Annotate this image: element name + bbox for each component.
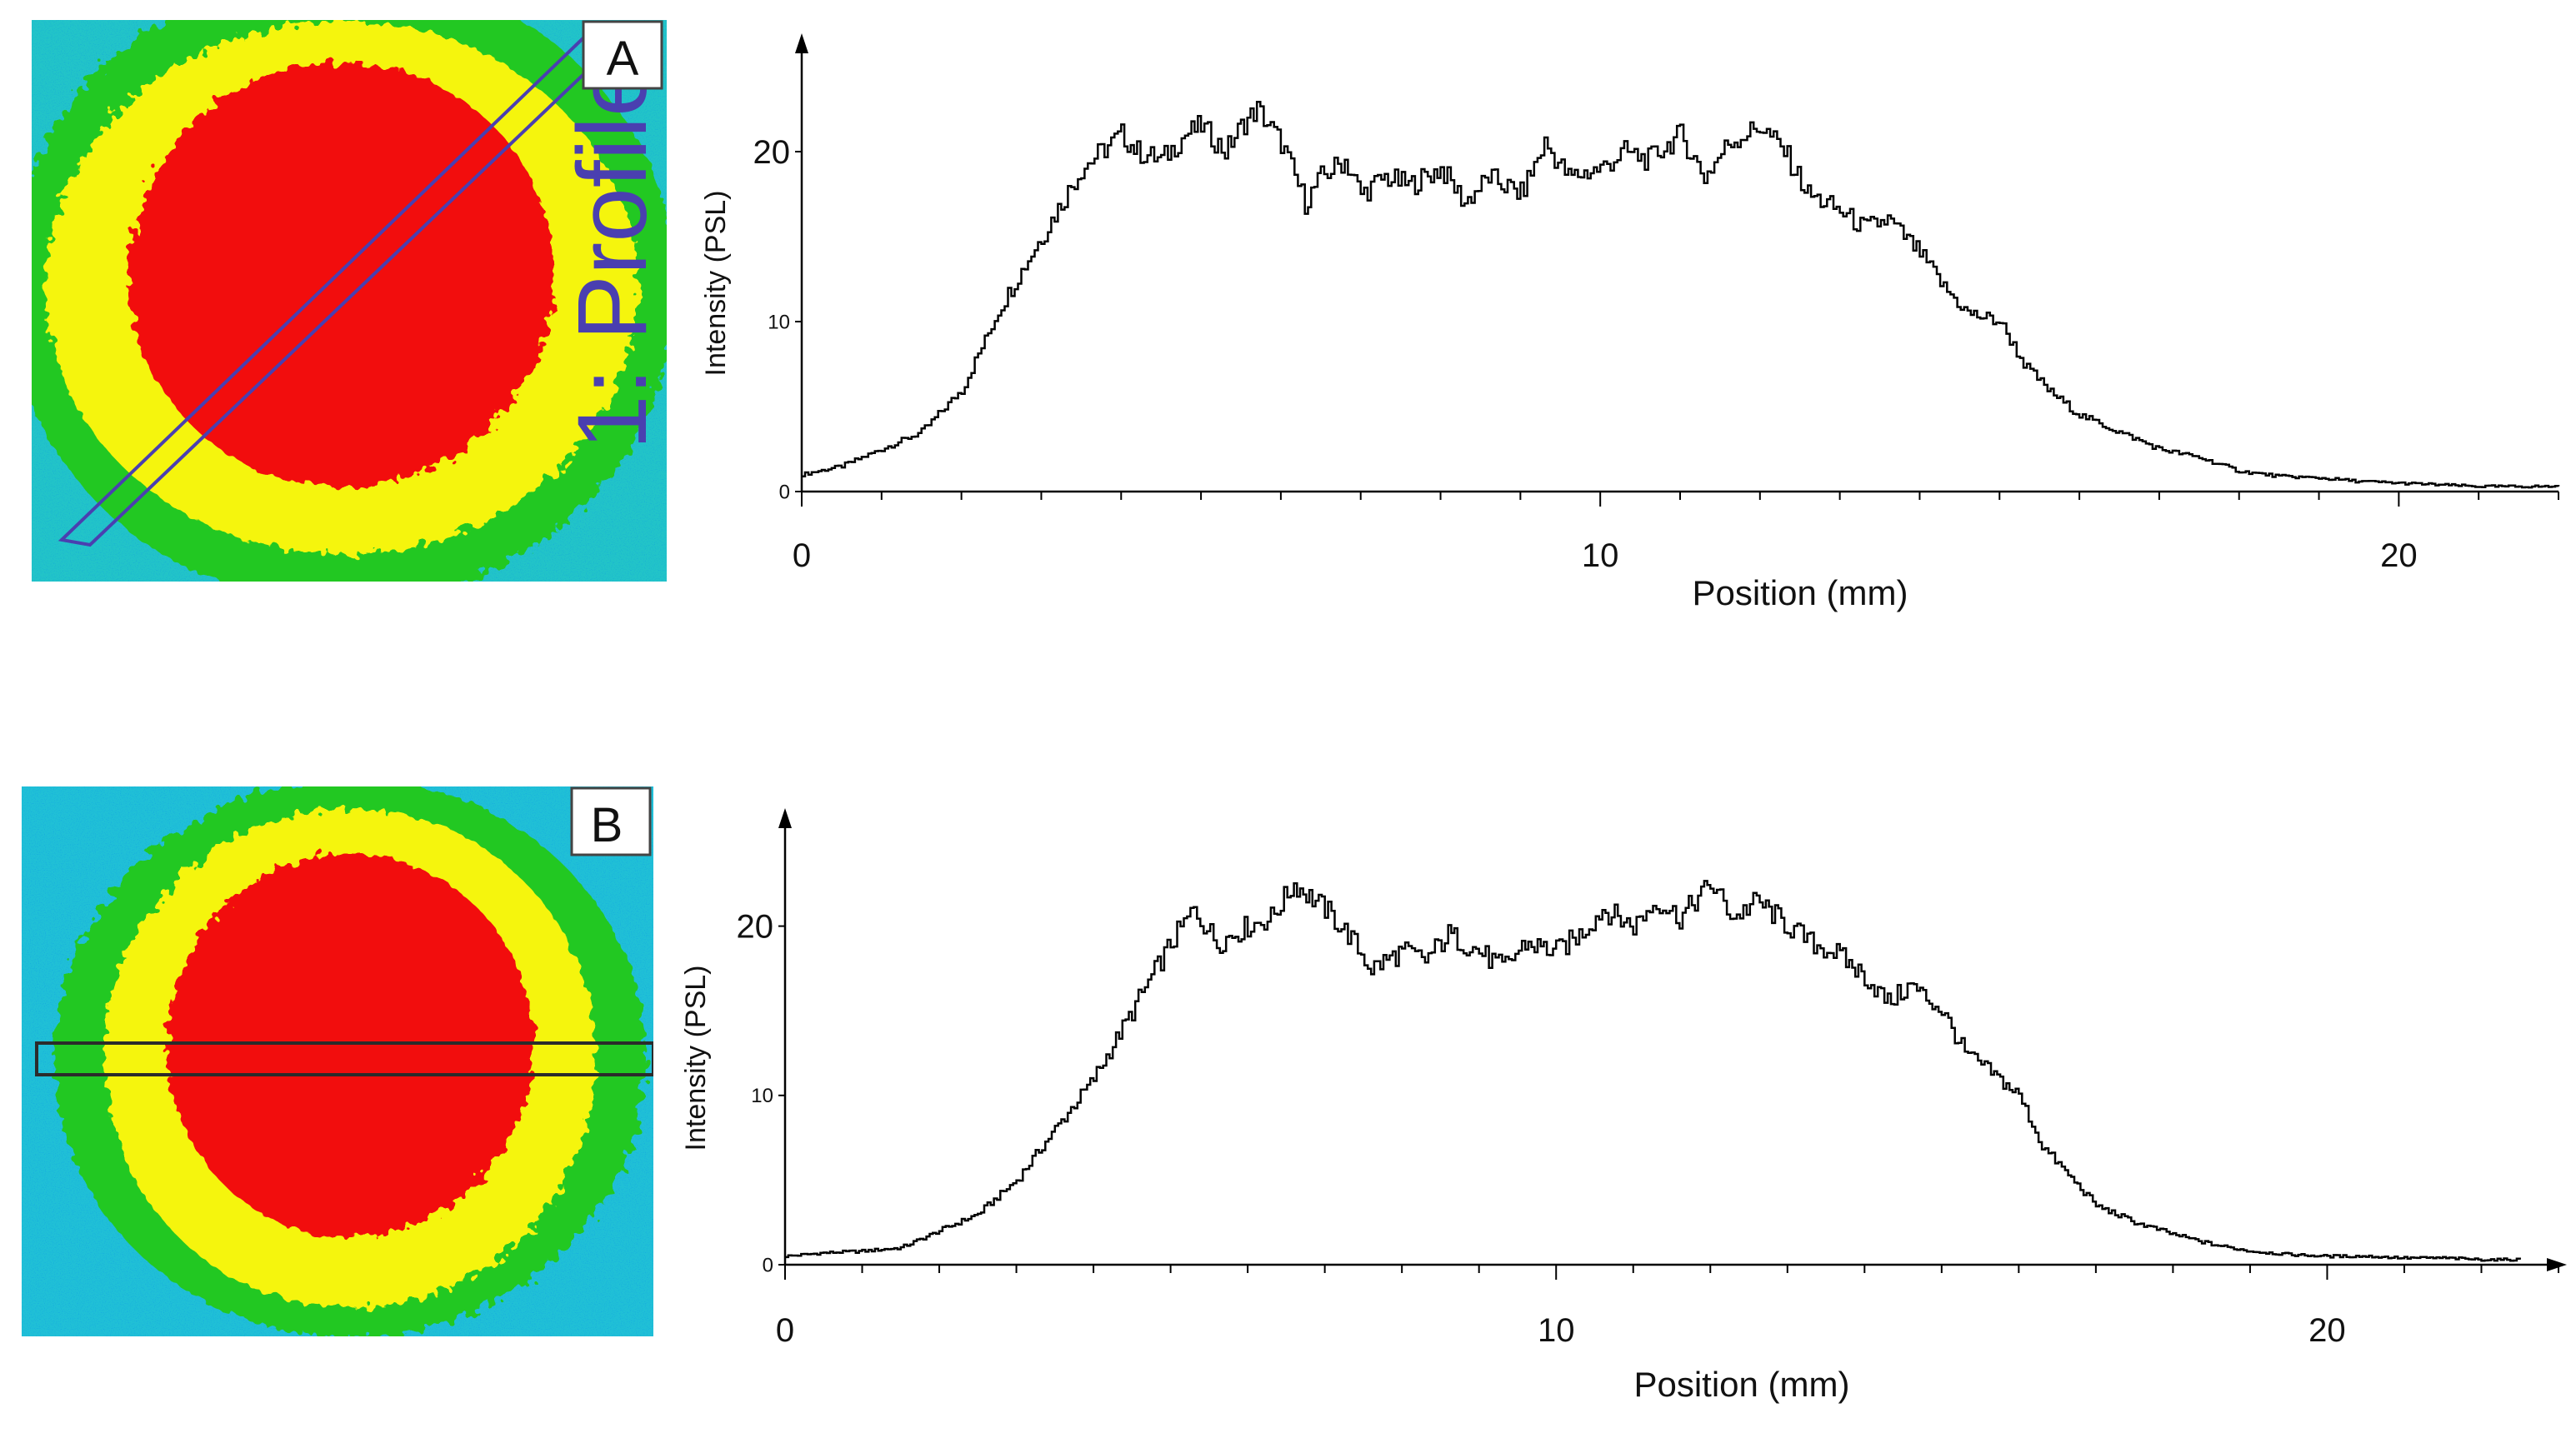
- panel-label-box-a: [582, 20, 663, 90]
- x-tick-label: 20: [2380, 537, 2418, 574]
- y-tick-label: 20: [753, 134, 791, 171]
- chart-a-y-arrow: [795, 33, 808, 53]
- x-tick-label: 10: [1582, 537, 1619, 574]
- y-tick-label: 20: [737, 909, 774, 946]
- x-tick-label: 20: [2308, 1312, 2346, 1349]
- chart-b: 0 10 20 0 10 20 Intensity (PSL) Position (mm): [680, 808, 2567, 1404]
- chart-a: 0 10 20 0 10 20 Intensity (PSL) Position (mm): [700, 33, 2560, 612]
- panel-label-box-b: [570, 786, 652, 856]
- y-tick-label: 10: [751, 1085, 773, 1107]
- chart-b-y-arrow: [778, 808, 792, 828]
- chart-b-xlabel: Position (mm): [1633, 1365, 1849, 1404]
- chart-a-ylabel: Intensity (PSL): [700, 191, 732, 377]
- x-tick-label: 0: [776, 1312, 794, 1349]
- profile-overlay-text: 1: Profile: [558, 62, 668, 450]
- heatmap-b: [22, 786, 653, 1336]
- chart-b-x-arrow: [2547, 1258, 2567, 1271]
- panel-label-a: A: [607, 32, 639, 86]
- chart-a-series-line: [802, 100, 2560, 489]
- chart-a-xlabel: Position (mm): [1692, 573, 1908, 612]
- heatmap-a: 1: Profile: [32, 20, 668, 582]
- chart-b-ylabel: Intensity (PSL): [680, 966, 712, 1151]
- y-tick-label: 10: [768, 311, 790, 333]
- y-tick-label: 0: [779, 481, 790, 503]
- x-tick-label: 0: [793, 537, 811, 574]
- chart-b-series-line: [785, 880, 2521, 1262]
- y-tick-label: 0: [763, 1254, 773, 1276]
- panel-label-b: B: [591, 798, 623, 852]
- x-tick-label: 10: [1538, 1312, 1575, 1349]
